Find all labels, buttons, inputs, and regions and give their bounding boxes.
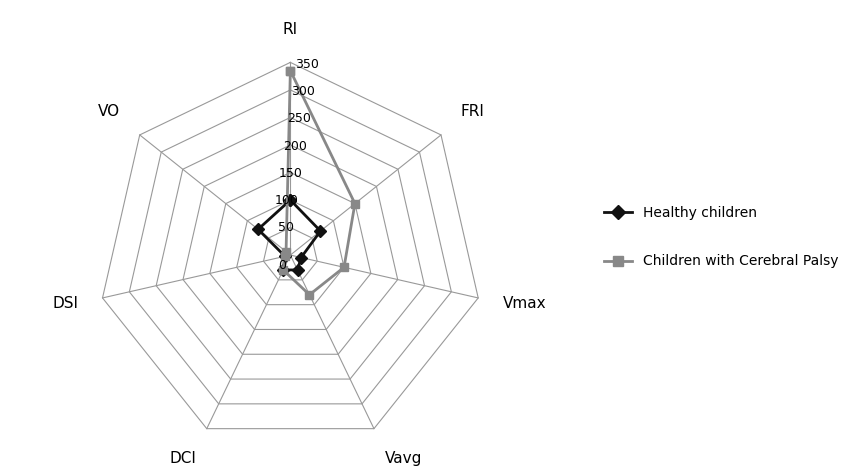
Text: FRI: FRI — [460, 104, 484, 119]
Text: Vmax: Vmax — [502, 296, 546, 311]
Text: Vavg: Vavg — [385, 451, 421, 466]
Text: 350: 350 — [295, 58, 319, 71]
Text: RI: RI — [282, 22, 298, 37]
Legend: Healthy children, Children with Cerebral Palsy: Healthy children, Children with Cerebral… — [603, 206, 838, 268]
Text: 200: 200 — [282, 140, 306, 153]
Text: 300: 300 — [291, 85, 315, 98]
Text: VO: VO — [98, 104, 120, 119]
Text: 50: 50 — [278, 221, 294, 234]
Text: DSI: DSI — [52, 296, 78, 311]
Text: 0: 0 — [277, 259, 286, 273]
Text: 250: 250 — [287, 112, 310, 126]
Text: DCI: DCI — [169, 451, 195, 466]
Text: 100: 100 — [275, 194, 299, 207]
Text: 150: 150 — [278, 167, 302, 180]
